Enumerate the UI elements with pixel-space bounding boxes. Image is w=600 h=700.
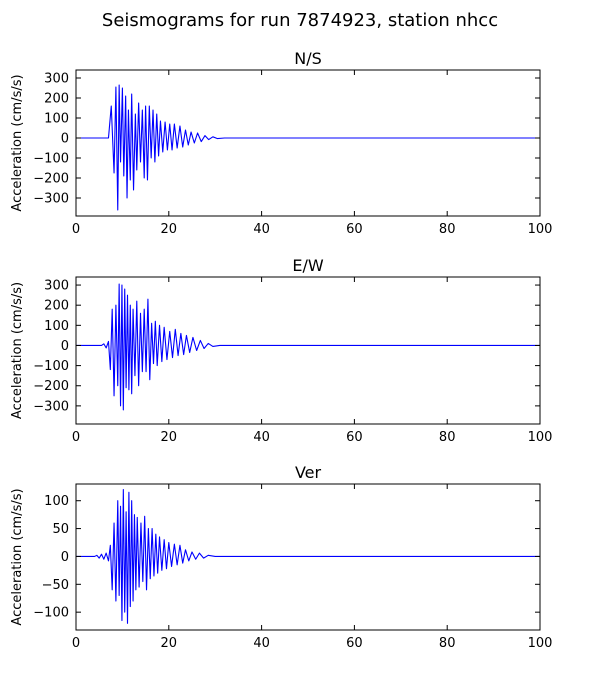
y-axis-label-ew: Acceleration (cm/s/s): [10, 282, 25, 419]
y-tick-label-ns--300: −300: [33, 192, 69, 207]
x-tick-label-ns-0: 0: [72, 222, 80, 237]
x-tick-label-ver-40: 40: [253, 636, 270, 651]
x-tick-label-ns-60: 60: [346, 222, 363, 237]
subplot-ver: 0 20 40 60 80 100 −100 −50 0 50 100 Ver Acceleration…: [10, 463, 552, 651]
trace-ver: [76, 489, 540, 624]
y-tick-label-ew--100: −100: [33, 359, 69, 374]
y-tick-label-ns--200: −200: [33, 172, 69, 187]
x-tick-label-ver-100: 100: [528, 636, 553, 651]
x-tick-label-ns-100: 100: [528, 222, 553, 237]
axes-frame-ns: [75, 69, 541, 217]
axes-frame-ew: [75, 276, 541, 425]
subplot-title-ns: N/S: [294, 49, 322, 68]
trace-ns: [76, 84, 540, 211]
y-tick-label-ver-50: 50: [52, 522, 69, 537]
y-tick-label-ew-0: 0: [61, 339, 69, 354]
y-tick-label-ns-300: 300: [44, 72, 69, 87]
subplot-ns: 0 20 40 60 80 100 −300 −200 −100 0 100 200 300 N/S Acc…: [10, 49, 552, 237]
y-tick-label-ver--50: −50: [42, 578, 69, 593]
x-tick-label-ns-80: 80: [439, 222, 456, 237]
figure-title: Seismograms for run 7874923, station nhc…: [101, 10, 499, 31]
x-tick-label-ns-20: 20: [161, 222, 178, 237]
x-tick-label-ver-20: 20: [161, 636, 178, 651]
x-tick-label-ew-20: 20: [161, 430, 178, 445]
subplot-title-ew: E/W: [292, 256, 324, 275]
y-tick-label-ew--300: −300: [33, 399, 69, 414]
y-tick-label-ew--200: −200: [33, 379, 69, 394]
y-tick-label-ns-0: 0: [61, 132, 69, 147]
x-tick-label-ew-60: 60: [346, 430, 363, 445]
y-tick-label-ns-200: 200: [44, 92, 69, 107]
axes-frame-ver: [75, 483, 541, 631]
y-tick-label-ew-100: 100: [44, 319, 69, 334]
y-tick-label-ver-100: 100: [44, 494, 69, 509]
subplot-title-ver: Ver: [295, 463, 322, 482]
y-tick-label-ns--100: −100: [33, 152, 69, 167]
x-tick-label-ver-60: 60: [346, 636, 363, 651]
x-tick-label-ew-0: 0: [72, 430, 80, 445]
y-tick-label-ns-100: 100: [44, 112, 69, 127]
subplot-ew: 0 20 40 60 80 100 −300 −200 −100 0 100 200 300 E/W Acc…: [10, 256, 552, 445]
x-tick-label-ver-80: 80: [439, 636, 456, 651]
y-tick-label-ver-0: 0: [61, 550, 69, 565]
y-tick-label-ew-200: 200: [44, 299, 69, 314]
x-tick-label-ew-40: 40: [253, 430, 270, 445]
x-tick-label-ew-100: 100: [528, 430, 553, 445]
y-axis-label-ns: Acceleration (cm/s/s): [10, 74, 25, 211]
y-tick-label-ew-300: 300: [44, 279, 69, 294]
y-tick-label-ver--100: −100: [33, 606, 69, 621]
x-tick-label-ver-0: 0: [72, 636, 80, 651]
x-tick-label-ew-80: 80: [439, 430, 456, 445]
y-axis-label-ver: Acceleration (cm/s/s): [10, 488, 25, 625]
trace-ew: [76, 283, 540, 411]
x-tick-label-ns-40: 40: [253, 222, 270, 237]
